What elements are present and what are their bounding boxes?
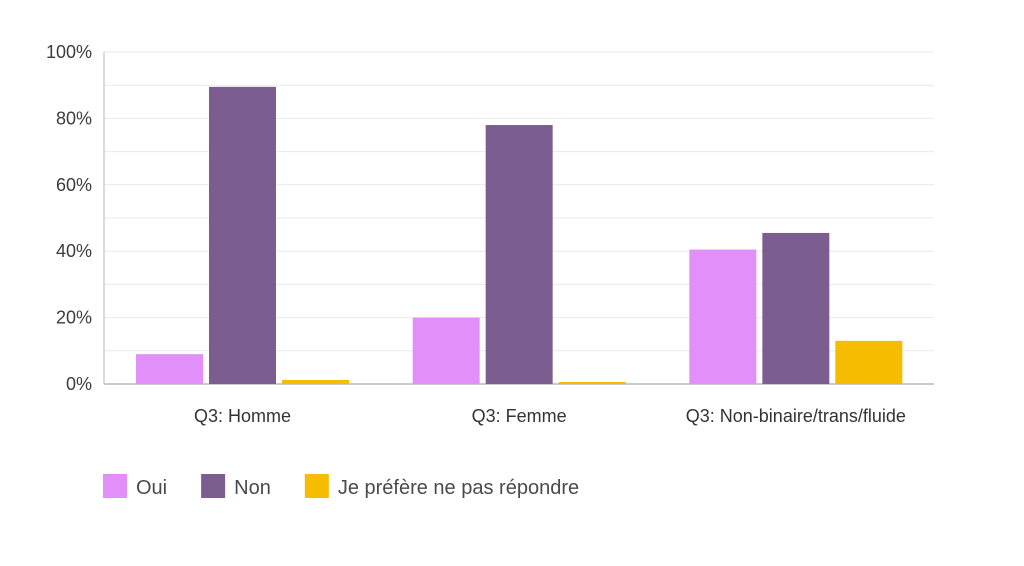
bar-oui-0 [136,354,203,384]
bar-non-2 [762,232,830,384]
y-tick-label: 80% [56,108,92,128]
y-tick-label: 40% [56,241,92,261]
y-tick-label: 20% [56,308,92,328]
y-tick-label: 60% [56,175,92,195]
bar-non-1 [485,125,553,384]
bar-je-pr-f-re-ne-pas-r-pondre-1 [558,382,626,384]
y-tick-label: 0% [66,374,92,394]
y-tick-labels: 0% 20% 40% 60% 80% 100% [46,42,92,394]
y-tick-label: 100% [46,42,92,62]
category-label: Q3: Femme [472,406,567,426]
bars [136,86,903,385]
legend-label: Oui [136,477,167,499]
legend-label: Non [234,477,271,499]
legend-swatch-1 [201,474,226,498]
category-labels: Q3: Homme Q3: Femme Q3: Non-binaire/trans/… [194,406,906,426]
legend-swatch-2 [304,474,329,498]
legend-label: Je préfère ne pas répondre [338,477,579,499]
category-label: Q3: Non-binaire/trans/fluide [686,406,906,426]
bar-je-pr-f-re-ne-pas-r-pondre-2 [835,340,903,384]
bar-oui-1 [412,317,480,384]
legend-swatch-0 [103,474,127,498]
bar-non-0 [209,86,276,385]
category-label: Q3: Homme [194,406,291,426]
bar-je-pr-f-re-ne-pas-r-pondre-0 [282,380,349,384]
legend: Oui Non Je préfère ne pas répondre [103,474,579,499]
bar-oui-2 [689,249,757,384]
